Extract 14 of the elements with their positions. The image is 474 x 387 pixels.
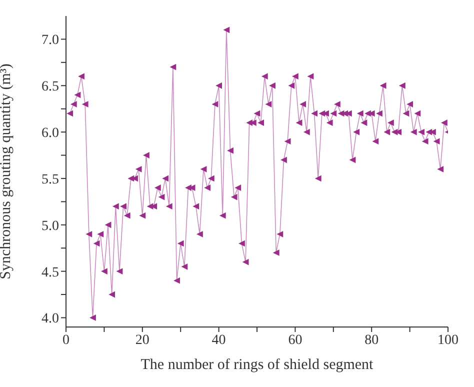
y-tick-label: 5.0 — [42, 218, 59, 234]
x-tick-label: 0 — [62, 332, 70, 348]
y-tick-label: 5.5 — [42, 172, 59, 188]
x-tick-label: 60 — [288, 332, 302, 348]
y-tick-label: 6.5 — [42, 80, 59, 95]
x-tick-label: 20 — [135, 332, 150, 348]
y-tick-label: 7.0 — [42, 33, 59, 48]
x-axis-title: The number of rings of shield segment — [140, 357, 374, 373]
y-tick-label: 4.5 — [42, 265, 59, 280]
x-tick-label: 40 — [212, 332, 226, 348]
y-tick-label: 4.0 — [42, 312, 59, 327]
x-tick-label: 80 — [364, 332, 379, 348]
y-tick-label: 6.0 — [42, 126, 59, 142]
x-tick-label: 100 — [438, 332, 458, 348]
